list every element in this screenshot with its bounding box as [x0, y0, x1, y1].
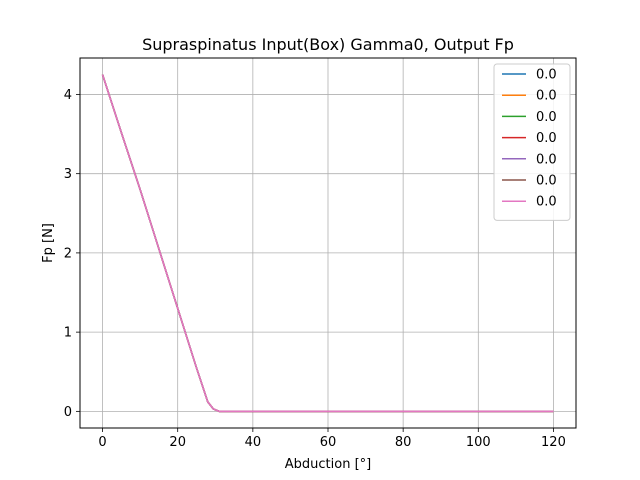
legend-label-6: 0.0 [536, 174, 557, 189]
legend-label-4: 0.0 [536, 131, 557, 146]
legend-label-5: 0.0 [536, 152, 557, 167]
series-line-7 [101, 74, 554, 413]
legend-label-7: 0.0 [536, 195, 557, 210]
x-tick-label: 80 [395, 435, 412, 450]
x-tick-label: 40 [245, 435, 262, 450]
chart-title: Supraspinatus Input(Box) Gamma0, Output … [142, 35, 514, 54]
y-tick-label: 0 [64, 405, 72, 420]
y-tick-label: 2 [64, 246, 72, 261]
legend: 0.0 0.0 0.0 0.0 0.0 0.0 0.0 [493, 63, 571, 221]
y-tick-label: 1 [64, 326, 72, 341]
legend-label-2: 0.0 [536, 89, 557, 104]
series-lines [101, 74, 554, 413]
x-tick-label: 0 [98, 435, 106, 450]
x-tick-label: 20 [169, 435, 186, 450]
y-axis: 0 1 2 3 4 [64, 88, 80, 420]
x-axis: 0 20 40 60 80 100 120 [98, 428, 566, 450]
y-axis-label: Fp [N] [41, 223, 56, 263]
legend-label-1: 0.0 [536, 68, 557, 83]
y-tick-label: 4 [64, 88, 72, 103]
legend-label-3: 0.0 [536, 110, 557, 125]
x-tick-label: 60 [320, 435, 337, 450]
x-tick-label: 120 [541, 435, 566, 450]
y-tick-label: 3 [64, 167, 72, 182]
legend-box [493, 63, 571, 221]
x-axis-label: Abduction [°] [285, 457, 371, 472]
x-tick-label: 100 [466, 435, 491, 450]
